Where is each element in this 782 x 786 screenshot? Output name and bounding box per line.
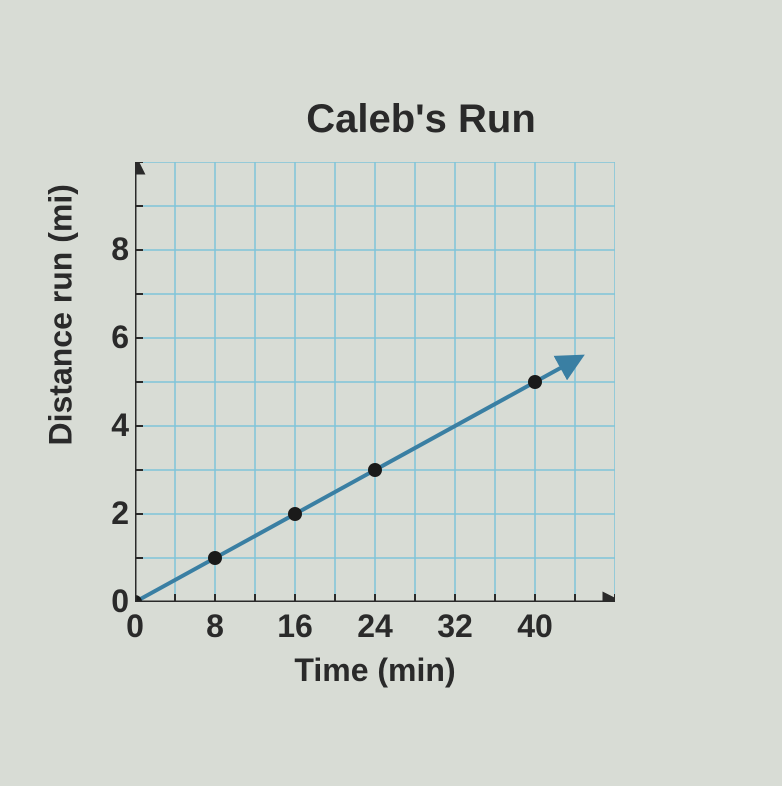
y-axis-label: Distance run (mi)	[43, 406, 80, 446]
x-tick: 16	[277, 608, 313, 645]
y-tick: 6	[111, 319, 129, 356]
x-tick: 8	[206, 608, 224, 645]
x-tick-labels: 0816243240	[135, 608, 615, 646]
plot-wrap: 02468 0816243240 Time (min)	[89, 162, 615, 689]
chart-svg	[135, 162, 615, 602]
x-axis-label: Time (min)	[294, 652, 455, 689]
y-tick: 4	[111, 407, 129, 444]
chart-title: Caleb's Run	[41, 97, 741, 142]
y-tick: 2	[111, 495, 129, 532]
chart-container: Caleb's Run Distance run (mi) 02468 0816…	[41, 97, 741, 689]
x-tick: 40	[517, 608, 553, 645]
x-tick: 0	[126, 608, 144, 645]
y-tick-labels: 02468	[89, 162, 129, 602]
chart-row: Distance run (mi) 02468 0816243240 Time …	[41, 162, 741, 689]
x-tick: 24	[357, 608, 393, 645]
y-tick: 8	[111, 231, 129, 268]
plot-area: 02468	[89, 162, 615, 602]
x-tick: 32	[437, 608, 473, 645]
